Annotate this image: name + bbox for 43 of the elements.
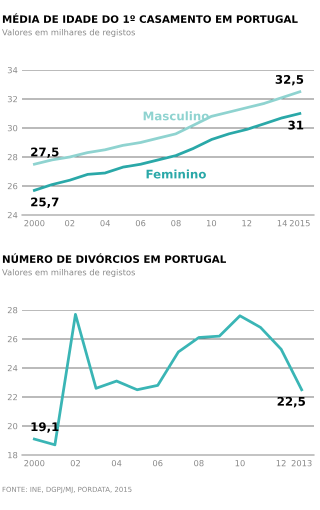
chart-title: NÚMERO DE DIVÓRCIOS EM PORTUGAL (2, 253, 226, 263)
series-label: Feminino (146, 169, 206, 179)
line-series (32, 312, 304, 446)
x-tick-label: 12 (242, 220, 252, 226)
y-tick-label: 28 (8, 154, 18, 160)
y-tick-label: 34 (8, 66, 18, 74)
y-tick-label: 32 (8, 96, 17, 102)
x-tick-label: 06 (136, 220, 146, 226)
chart-subtitle: Valores em milhares de registos (2, 28, 135, 38)
y-tick-label: 24 (8, 364, 18, 372)
x-tick-label: 10 (206, 220, 216, 226)
chart-subtitle: Valores em milhares de registos (2, 268, 135, 278)
x-tick-label: 2013 (292, 460, 312, 466)
x-tick-label: 04 (112, 460, 122, 466)
x-tick-label: 06 (152, 460, 162, 466)
data-label: 27,5 (31, 147, 59, 158)
data-label: 31 (288, 120, 304, 130)
x-tick-label: 08 (171, 220, 181, 226)
y-tick-label: 26 (8, 336, 18, 342)
data-label: 32,5 (276, 74, 304, 86)
y-tick-label: 20 (8, 422, 18, 430)
y-tick-label: 24 (8, 212, 18, 218)
line-series (33, 90, 302, 166)
line-series (33, 112, 302, 192)
y-tick-label: 26 (8, 182, 18, 190)
y-tick-label: 30 (8, 124, 18, 132)
chart-title: MÉDIA DE IDADE DO 1º CASAMENTO EM PORTUGAL (2, 13, 298, 23)
x-tick-label: 2000 (24, 220, 44, 226)
x-tick-label: 10 (236, 460, 245, 466)
y-tick-label: 18 (8, 452, 18, 458)
x-tick-label: 2000 (24, 460, 44, 466)
x-tick-label: 2015 (290, 220, 310, 226)
x-tick-label: 12 (276, 460, 286, 466)
x-tick-label: 04 (100, 220, 110, 226)
x-tick-label: 14 (278, 220, 287, 226)
data-label: 22,5 (278, 396, 306, 408)
data-label: 25,7 (31, 198, 58, 208)
x-tick-label: 02 (65, 220, 74, 226)
y-tick-label: 22 (8, 394, 17, 400)
y-tick-label: 28 (8, 306, 18, 314)
x-tick-label: 08 (194, 460, 204, 466)
series-label: Masculino (144, 111, 209, 120)
x-tick-label: 02 (70, 460, 80, 466)
